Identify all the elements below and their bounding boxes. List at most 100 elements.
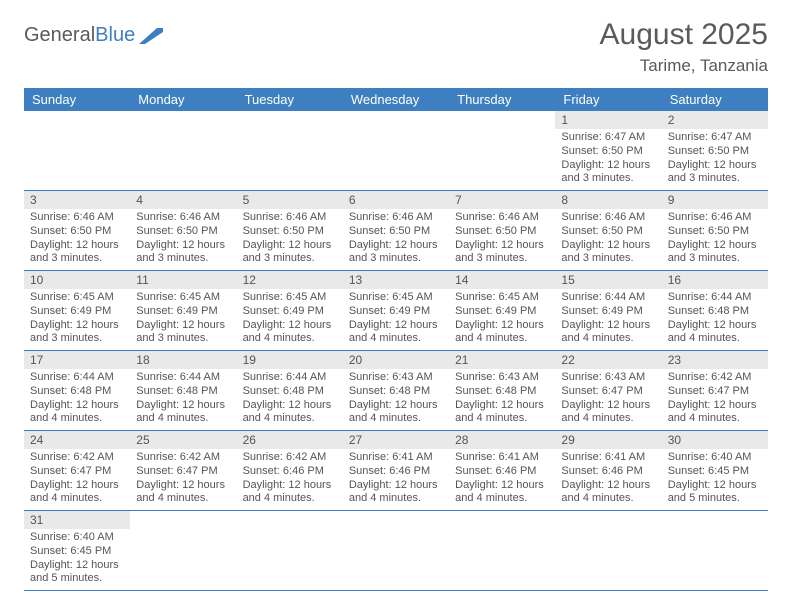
sunset-text: Sunset: 6:46 PM <box>243 465 337 479</box>
title-block: August 2025 Tarime, Tanzania <box>600 18 768 76</box>
weekday-header: Thursday <box>449 88 555 111</box>
sunrise-text: Sunrise: 6:45 AM <box>455 291 549 305</box>
daylight-text-2: and 3 minutes. <box>349 252 443 266</box>
day-number: 12 <box>237 271 343 289</box>
sunrise-text: Sunrise: 6:46 AM <box>668 211 762 225</box>
day-detail: Sunrise: 6:46 AMSunset: 6:50 PMDaylight:… <box>24 209 130 270</box>
calendar-cell <box>555 511 661 591</box>
daylight-text-1: Daylight: 12 hours <box>243 479 337 493</box>
calendar-cell: 26Sunrise: 6:42 AMSunset: 6:46 PMDayligh… <box>237 431 343 511</box>
calendar-cell: 22Sunrise: 6:43 AMSunset: 6:47 PMDayligh… <box>555 351 661 431</box>
sunset-text: Sunset: 6:46 PM <box>561 465 655 479</box>
calendar-cell: 13Sunrise: 6:45 AMSunset: 6:49 PMDayligh… <box>343 271 449 351</box>
daylight-text-2: and 4 minutes. <box>243 332 337 346</box>
weekday-header: Sunday <box>24 88 130 111</box>
daylight-text-2: and 4 minutes. <box>136 412 230 426</box>
sunset-text: Sunset: 6:50 PM <box>561 145 655 159</box>
sunrise-text: Sunrise: 6:44 AM <box>561 291 655 305</box>
sunrise-text: Sunrise: 6:46 AM <box>349 211 443 225</box>
sunset-text: Sunset: 6:47 PM <box>136 465 230 479</box>
calendar-cell: 9Sunrise: 6:46 AMSunset: 6:50 PMDaylight… <box>662 191 768 271</box>
daylight-text-2: and 3 minutes. <box>668 252 762 266</box>
day-number: 19 <box>237 351 343 369</box>
calendar-cell: 5Sunrise: 6:46 AMSunset: 6:50 PMDaylight… <box>237 191 343 271</box>
daylight-text-2: and 4 minutes. <box>668 412 762 426</box>
calendar-cell <box>130 111 236 191</box>
daylight-text-2: and 4 minutes. <box>561 492 655 506</box>
sunrise-text: Sunrise: 6:44 AM <box>668 291 762 305</box>
day-detail: Sunrise: 6:44 AMSunset: 6:48 PMDaylight:… <box>662 289 768 350</box>
daylight-text-1: Daylight: 12 hours <box>561 159 655 173</box>
daylight-text-2: and 4 minutes. <box>30 412 124 426</box>
sunset-text: Sunset: 6:46 PM <box>455 465 549 479</box>
sunset-text: Sunset: 6:49 PM <box>30 305 124 319</box>
calendar-week-row: 17Sunrise: 6:44 AMSunset: 6:48 PMDayligh… <box>24 351 768 431</box>
sunset-text: Sunset: 6:49 PM <box>455 305 549 319</box>
daylight-text-1: Daylight: 12 hours <box>243 399 337 413</box>
daylight-text-2: and 3 minutes. <box>455 252 549 266</box>
calendar-cell <box>449 111 555 191</box>
day-detail: Sunrise: 6:46 AMSunset: 6:50 PMDaylight:… <box>662 209 768 270</box>
day-detail: Sunrise: 6:44 AMSunset: 6:49 PMDaylight:… <box>555 289 661 350</box>
sunrise-text: Sunrise: 6:42 AM <box>136 451 230 465</box>
calendar-cell: 8Sunrise: 6:46 AMSunset: 6:50 PMDaylight… <box>555 191 661 271</box>
day-detail: Sunrise: 6:47 AMSunset: 6:50 PMDaylight:… <box>662 129 768 190</box>
sunset-text: Sunset: 6:50 PM <box>243 225 337 239</box>
sunset-text: Sunset: 6:48 PM <box>349 385 443 399</box>
day-detail: Sunrise: 6:43 AMSunset: 6:48 PMDaylight:… <box>449 369 555 430</box>
weekday-header: Friday <box>555 88 661 111</box>
header: GeneralBlue August 2025 Tarime, Tanzania <box>24 18 768 76</box>
day-number: 2 <box>662 111 768 129</box>
calendar-cell <box>662 511 768 591</box>
day-number: 1 <box>555 111 661 129</box>
daylight-text-1: Daylight: 12 hours <box>30 399 124 413</box>
daylight-text-1: Daylight: 12 hours <box>136 239 230 253</box>
daylight-text-1: Daylight: 12 hours <box>349 319 443 333</box>
daylight-text-2: and 4 minutes. <box>561 332 655 346</box>
daylight-text-1: Daylight: 12 hours <box>668 479 762 493</box>
day-detail: Sunrise: 6:42 AMSunset: 6:47 PMDaylight:… <box>24 449 130 510</box>
location: Tarime, Tanzania <box>600 56 768 76</box>
day-detail: Sunrise: 6:43 AMSunset: 6:47 PMDaylight:… <box>555 369 661 430</box>
weekday-header: Wednesday <box>343 88 449 111</box>
daylight-text-2: and 3 minutes. <box>561 172 655 186</box>
calendar-cell <box>343 511 449 591</box>
day-number: 16 <box>662 271 768 289</box>
calendar-cell: 6Sunrise: 6:46 AMSunset: 6:50 PMDaylight… <box>343 191 449 271</box>
day-number: 30 <box>662 431 768 449</box>
sunrise-text: Sunrise: 6:40 AM <box>668 451 762 465</box>
calendar-cell: 7Sunrise: 6:46 AMSunset: 6:50 PMDaylight… <box>449 191 555 271</box>
weekday-row: SundayMondayTuesdayWednesdayThursdayFrid… <box>24 88 768 111</box>
weekday-header: Tuesday <box>237 88 343 111</box>
daylight-text-2: and 4 minutes. <box>349 492 443 506</box>
calendar-cell: 11Sunrise: 6:45 AMSunset: 6:49 PMDayligh… <box>130 271 236 351</box>
calendar-cell <box>449 511 555 591</box>
daylight-text-1: Daylight: 12 hours <box>668 239 762 253</box>
daylight-text-1: Daylight: 12 hours <box>136 399 230 413</box>
day-number: 18 <box>130 351 236 369</box>
day-number: 9 <box>662 191 768 209</box>
day-detail: Sunrise: 6:44 AMSunset: 6:48 PMDaylight:… <box>237 369 343 430</box>
sunrise-text: Sunrise: 6:43 AM <box>561 371 655 385</box>
daylight-text-1: Daylight: 12 hours <box>136 319 230 333</box>
sunrise-text: Sunrise: 6:43 AM <box>455 371 549 385</box>
calendar-week-row: 10Sunrise: 6:45 AMSunset: 6:49 PMDayligh… <box>24 271 768 351</box>
daylight-text-2: and 4 minutes. <box>349 332 443 346</box>
daylight-text-2: and 4 minutes. <box>30 492 124 506</box>
calendar-cell: 19Sunrise: 6:44 AMSunset: 6:48 PMDayligh… <box>237 351 343 431</box>
day-number: 7 <box>449 191 555 209</box>
daylight-text-2: and 3 minutes. <box>136 332 230 346</box>
sunrise-text: Sunrise: 6:46 AM <box>30 211 124 225</box>
day-detail: Sunrise: 6:42 AMSunset: 6:47 PMDaylight:… <box>130 449 236 510</box>
calendar-cell: 28Sunrise: 6:41 AMSunset: 6:46 PMDayligh… <box>449 431 555 511</box>
day-detail: Sunrise: 6:41 AMSunset: 6:46 PMDaylight:… <box>343 449 449 510</box>
sunrise-text: Sunrise: 6:43 AM <box>349 371 443 385</box>
day-number: 28 <box>449 431 555 449</box>
daylight-text-1: Daylight: 12 hours <box>561 319 655 333</box>
calendar-cell: 2Sunrise: 6:47 AMSunset: 6:50 PMDaylight… <box>662 111 768 191</box>
calendar-cell: 15Sunrise: 6:44 AMSunset: 6:49 PMDayligh… <box>555 271 661 351</box>
calendar-cell <box>343 111 449 191</box>
daylight-text-1: Daylight: 12 hours <box>243 239 337 253</box>
sunset-text: Sunset: 6:48 PM <box>455 385 549 399</box>
daylight-text-1: Daylight: 12 hours <box>561 239 655 253</box>
